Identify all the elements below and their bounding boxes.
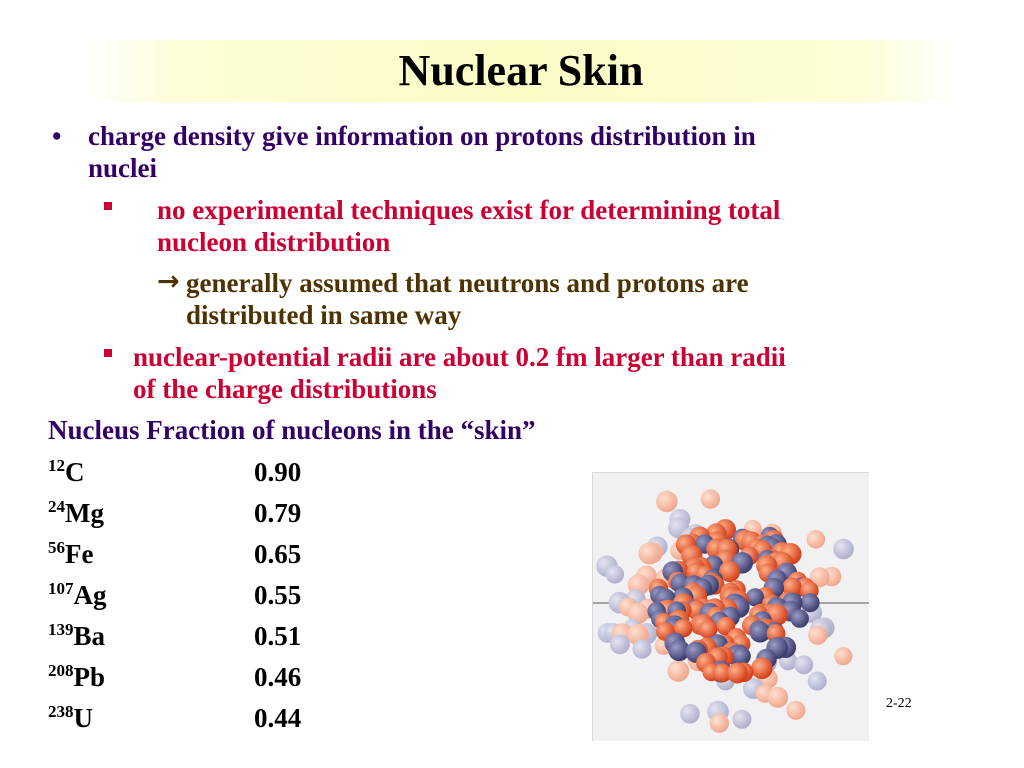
page-number: 2-22 (886, 696, 912, 711)
skin-fraction-value: 0.55 (254, 580, 302, 610)
neutron-sphere (668, 639, 690, 662)
neutron-sphere (807, 671, 827, 691)
neutron-sphere (610, 634, 630, 655)
element-symbol: Pb (73, 662, 106, 692)
proton-sphere (713, 663, 732, 683)
table-row: 238U 0.44 (48, 698, 348, 738)
bullet-dot: • (52, 121, 62, 151)
slide-title: Nuclear Skin (398, 46, 644, 95)
neutron-sphere (749, 621, 771, 643)
bullet-4-line-2: of the charge distributions (133, 374, 437, 404)
arrow-right-icon: → (157, 266, 180, 297)
neutron-sphere (746, 588, 765, 607)
neutron-sphere (732, 709, 752, 729)
bullet-3-line-1: generally assumed that neutrons and prot… (186, 268, 749, 298)
bullet-1-line-1: charge density give information on proto… (88, 121, 756, 151)
table-row: 107Ag 0.55 (48, 575, 348, 615)
element-symbol: C (65, 457, 85, 487)
neutron-sphere (680, 704, 700, 724)
table-row: 208Pb 0.46 (48, 657, 348, 697)
neutron-sphere (800, 593, 820, 613)
proton-sphere (719, 560, 741, 583)
square-bullet-icon (104, 202, 112, 210)
skin-fraction-value: 0.65 (254, 539, 302, 569)
proton-sphere (673, 618, 693, 638)
bullet-1-line-2: nuclei (88, 153, 158, 183)
table-row: 24Mg 0.79 (48, 493, 348, 533)
proton-sphere (767, 686, 789, 708)
mass-number: 12 (48, 456, 65, 475)
proton-sphere (709, 713, 730, 733)
bullet-2-line-1: no experimental techniques exist for det… (157, 195, 781, 225)
skin-fraction-value: 0.44 (254, 703, 302, 733)
skin-fraction-value: 0.46 (254, 662, 302, 692)
proton-sphere (751, 657, 773, 680)
mass-number: 208 (48, 661, 74, 680)
proton-sphere (656, 490, 678, 513)
table-row: 139Ba 0.51 (48, 616, 348, 656)
skin-fraction-value: 0.90 (254, 457, 302, 487)
proton-sphere (698, 620, 718, 639)
proton-sphere (808, 625, 828, 645)
mass-number: 24 (48, 497, 65, 516)
proton-sphere (834, 647, 853, 666)
proton-sphere (700, 489, 721, 509)
table-header: Nucleus Fraction of nucleons in the “ski… (48, 415, 536, 445)
proton-sphere (638, 542, 661, 565)
title-band (86, 40, 956, 102)
proton-sphere (806, 530, 826, 549)
proton-sphere (727, 662, 748, 684)
neutron-sphere (732, 646, 751, 666)
nucleus-illustration (592, 472, 869, 741)
bullet-3-line-2: distributed in same way (186, 300, 462, 330)
proton-sphere (667, 660, 690, 682)
bullet-4-line-1: nuclear-potential radii are about 0.2 fm… (133, 342, 786, 372)
neutron-sphere (833, 538, 854, 560)
skin-fraction-value: 0.79 (254, 498, 302, 528)
skin-fraction-value: 0.51 (254, 621, 302, 651)
mass-number: 139 (48, 620, 74, 639)
neutron-sphere (794, 655, 814, 675)
element-symbol: Ag (73, 580, 107, 610)
proton-sphere (809, 567, 830, 588)
square-bullet-icon (104, 349, 112, 357)
mass-number: 107 (48, 579, 74, 598)
element-symbol: Mg (65, 498, 104, 528)
nucleus-spheres-image (593, 489, 869, 733)
mass-number: 56 (48, 538, 65, 557)
neutron-sphere (605, 565, 625, 584)
bullet-2-line-2: nucleon distribution (157, 227, 391, 257)
table-row: 12C 0.90 (48, 452, 348, 492)
mass-number: 238 (48, 702, 74, 721)
element-symbol: Ba (73, 621, 106, 651)
table-row: 56Fe 0.65 (48, 534, 348, 574)
neutron-sphere (632, 639, 652, 659)
element-symbol: U (73, 703, 94, 733)
element-symbol: Fe (65, 539, 94, 569)
neutron-sphere (790, 609, 809, 628)
proton-sphere (786, 700, 806, 720)
